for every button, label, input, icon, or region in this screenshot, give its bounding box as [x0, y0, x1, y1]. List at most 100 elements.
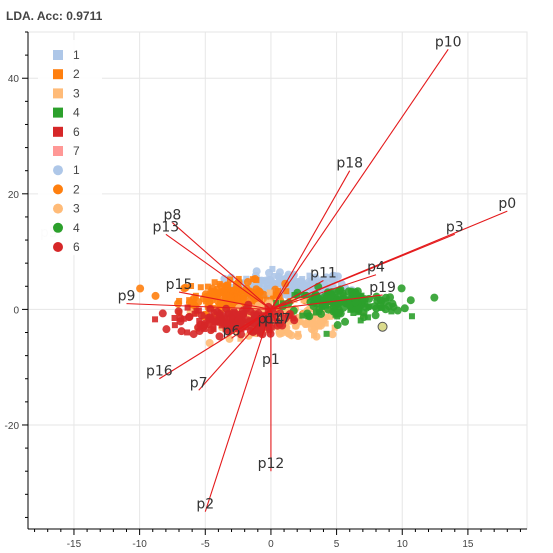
legend-swatch-circle	[53, 222, 63, 233]
scatter-point	[261, 280, 268, 287]
scatter-point	[252, 267, 261, 276]
scatter-point	[333, 321, 342, 330]
legend-swatch-square	[53, 50, 63, 60]
scatter-point	[234, 316, 243, 325]
loading-label-p12: p12	[258, 456, 285, 472]
scatter-point	[181, 283, 190, 292]
scatter-point	[283, 288, 290, 295]
scatter-point	[273, 299, 280, 306]
scatter-point	[324, 297, 333, 306]
scatter-point	[162, 325, 171, 334]
scatter-point	[269, 265, 276, 272]
loading-line-p16	[159, 308, 272, 380]
scatter-point	[328, 271, 337, 280]
scatter-point	[136, 284, 145, 293]
scatter-point	[216, 312, 223, 319]
loading-line-p13	[165, 233, 272, 310]
scatter-point	[184, 329, 191, 336]
scatter-point	[226, 293, 235, 302]
scatter-point	[306, 272, 313, 279]
scatter-point	[352, 298, 359, 305]
scatter-point	[359, 313, 368, 322]
scatter-point	[347, 306, 354, 313]
loading-label-p8: p8	[164, 208, 182, 224]
scatter-point	[406, 296, 415, 305]
scatter-point	[350, 294, 357, 301]
legend-swatch-square	[53, 146, 63, 156]
scatter-point	[215, 332, 224, 341]
legend-label: 4	[73, 221, 80, 235]
scatter-point	[372, 292, 381, 301]
scatter-point	[219, 288, 228, 297]
scatter-point	[408, 313, 415, 320]
scatter-point	[197, 284, 204, 291]
scatter-point	[284, 329, 293, 338]
scatter-point	[352, 290, 359, 297]
scatter-point	[384, 302, 393, 311]
scatter-point	[346, 301, 353, 308]
loading-line-p8	[172, 222, 272, 310]
scatter-point	[292, 323, 299, 330]
scatter-point	[274, 317, 281, 324]
loading-line-p10	[270, 49, 449, 310]
loading-line-p3	[270, 233, 455, 310]
legend-label: 1	[73, 48, 80, 62]
loading-label-p17: p17	[264, 312, 291, 328]
loading-label-p2: p2	[196, 497, 214, 513]
scatter-point	[324, 305, 333, 314]
loading-line-p7	[198, 309, 272, 391]
scatter-point	[291, 292, 298, 299]
scatter-point	[305, 312, 312, 319]
scatter-point	[322, 320, 329, 327]
legend-label: 2	[73, 182, 80, 196]
scatter-point	[295, 313, 302, 320]
scatter-point	[217, 319, 224, 326]
legend-label: 3	[73, 86, 80, 100]
scatter-point	[309, 279, 316, 286]
legend-swatch-circle	[53, 203, 63, 214]
loading-label-p3: p3	[446, 219, 464, 235]
loading-line-p15	[178, 291, 272, 310]
loading-line-p2	[204, 309, 272, 512]
scatter-point	[225, 281, 232, 288]
scatter-point	[271, 272, 278, 279]
scatter-point	[294, 292, 301, 299]
loading-label-p4: p4	[367, 260, 385, 276]
loading-line-p9	[126, 303, 271, 310]
legend-label: 6	[73, 240, 80, 254]
legend-label: 6	[73, 125, 80, 139]
legend-swatch-square	[53, 107, 63, 118]
y-tick-label: 0	[13, 305, 19, 316]
scatter-point	[177, 327, 186, 336]
scatter-point	[332, 300, 339, 307]
scatter-point	[204, 283, 211, 290]
scatter-point	[171, 322, 178, 329]
scatter-point	[205, 338, 214, 347]
scatter-point	[205, 295, 212, 302]
scatter-point	[299, 282, 308, 291]
x-tick-label: 10	[397, 539, 409, 550]
scatter-point	[275, 268, 284, 277]
scatter-point	[176, 314, 185, 323]
scatter-point	[176, 297, 183, 304]
loading-label-p14: p14	[258, 312, 285, 328]
x-tick-label: 0	[268, 539, 274, 550]
y-tick-label: -20	[5, 421, 20, 432]
scatter-point	[265, 268, 274, 277]
scatter-point	[341, 317, 350, 326]
loading-label-p15: p15	[166, 277, 193, 293]
scatter-point	[328, 330, 337, 339]
loading-label-p9: p9	[118, 289, 136, 305]
scatter-point	[281, 307, 288, 314]
legend-label: 4	[73, 106, 80, 120]
scatter-point	[285, 310, 294, 319]
scatter-point	[188, 283, 195, 290]
scatter-point	[370, 302, 379, 311]
legend-swatch-square	[53, 88, 63, 99]
outlier-point	[377, 321, 388, 332]
loading-label-p11: p11	[310, 266, 337, 282]
scatter-point	[152, 316, 159, 323]
scatter-point	[331, 324, 338, 331]
scatter-point	[171, 314, 178, 321]
scatter-point	[209, 315, 218, 324]
